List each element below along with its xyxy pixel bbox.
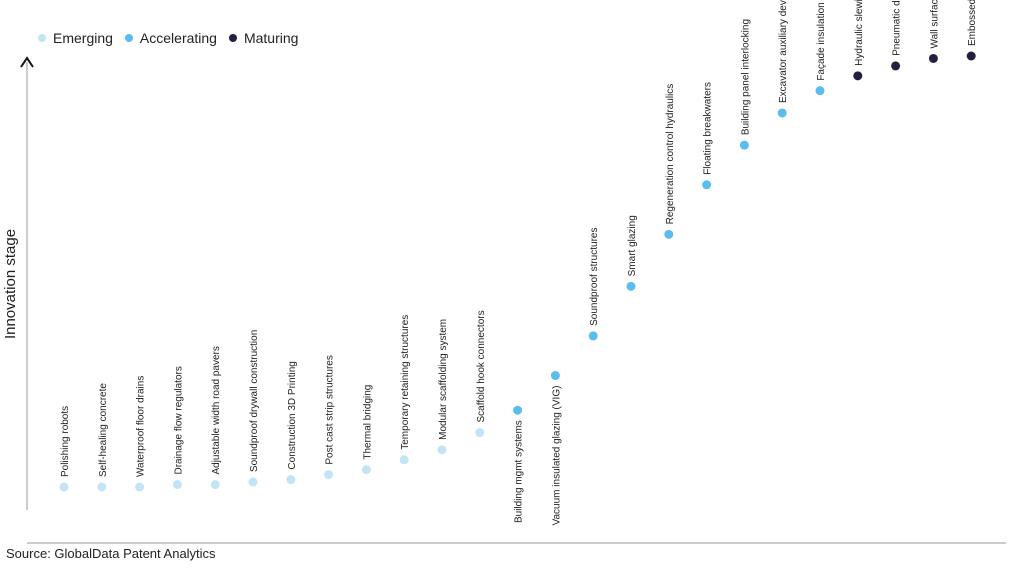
y-axis-label: Innovation stage <box>2 229 19 339</box>
point-label: Floating breakwaters <box>703 82 714 175</box>
data-point <box>248 477 258 487</box>
point-label: Adjustable width road pavers <box>211 346 222 474</box>
data-point <box>399 455 409 465</box>
data-point <box>626 281 636 291</box>
point-label: Embossed floor panels <box>967 0 978 46</box>
point-label: Vacuum insulated glazing (VIG) <box>551 386 562 526</box>
data-point <box>437 445 447 455</box>
point-label: Regeneration control hydraulics <box>665 84 676 225</box>
source-note: Source: GlobalData Patent Analytics <box>6 546 216 561</box>
data-point <box>815 86 825 96</box>
point-label: Post cast strip structures <box>325 355 336 464</box>
legend-item-accelerating: Accelerating <box>124 30 217 46</box>
data-point <box>59 482 69 492</box>
point-label: Drainage flow regulators <box>173 366 184 474</box>
point-label: Waterproof floor drains <box>136 376 147 477</box>
point-label: Wall surface temperature controls <box>929 0 940 48</box>
point-label: Hydraulic slewing drive <box>854 0 865 66</box>
data-point <box>928 53 938 63</box>
legend-marker <box>38 34 46 42</box>
data-point <box>361 465 371 475</box>
y-axis-arrow <box>20 56 34 68</box>
point-label: Construction 3D Printing <box>287 361 298 469</box>
legend-label: Accelerating <box>139 30 217 46</box>
point-label: Polishing robots <box>60 406 71 477</box>
data-point <box>172 480 182 490</box>
data-point <box>210 480 220 490</box>
data-point <box>97 482 107 492</box>
point-label: Thermal bridging <box>362 385 373 460</box>
data-point <box>739 140 749 150</box>
legend-label: Maturing <box>243 30 299 46</box>
data-point <box>475 428 485 438</box>
legend-marker <box>228 34 237 42</box>
point-label: Excavator auxiliary devices <box>778 0 789 103</box>
data-point <box>135 482 145 492</box>
point-label: Façade insulation <box>816 2 827 80</box>
data-point <box>513 405 523 415</box>
data-point <box>664 229 674 239</box>
data-point <box>966 51 976 61</box>
legend-label: Emerging <box>53 30 113 46</box>
point-label: Smart glazing <box>627 215 638 276</box>
data-point <box>853 71 863 81</box>
data-point <box>891 61 901 71</box>
data-point <box>702 180 712 190</box>
point-label: Building mgmt systems <box>514 420 525 523</box>
point-label: Soundproof structures <box>589 228 600 326</box>
legend-marker <box>124 34 133 42</box>
chart-legend: Emerging Accelerating Maturing <box>38 30 310 46</box>
data-point <box>588 331 598 341</box>
point-label: Scaffold hook connectors <box>476 310 487 422</box>
point-label: Temporary retaining structures <box>400 315 411 450</box>
point-label: Pneumatic door closers <box>892 0 903 56</box>
point-label: Self-healing concrete <box>98 383 109 477</box>
data-point <box>550 371 560 381</box>
data-point <box>777 108 787 118</box>
point-label: Building panel interlocking <box>740 19 751 135</box>
data-point <box>324 470 334 480</box>
legend-item-emerging: Emerging <box>38 30 113 46</box>
legend-item-maturing: Maturing <box>228 30 299 46</box>
data-point <box>286 475 296 485</box>
point-label: Modular scaffolding system <box>438 319 449 440</box>
point-label: Soundproof drywall construction <box>249 330 260 472</box>
